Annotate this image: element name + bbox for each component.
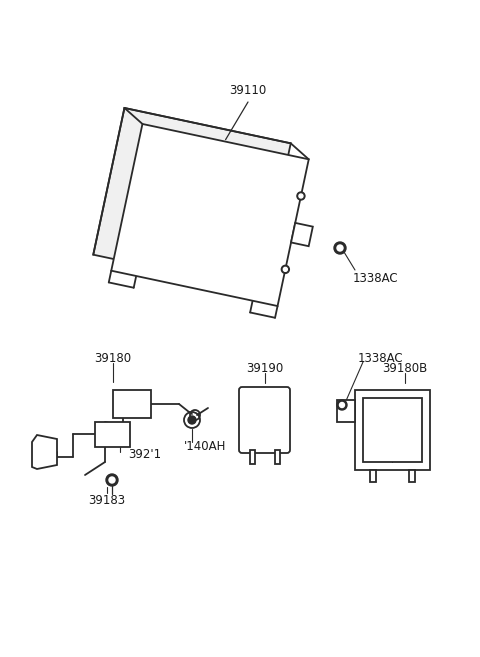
Text: 39190: 39190 [246,361,284,374]
Bar [370,470,376,482]
Polygon shape [291,223,313,246]
Text: 1338AC: 1338AC [358,351,404,365]
Text: '140AH: '140AH [184,440,226,453]
Circle shape [109,477,115,483]
Polygon shape [111,124,309,306]
Polygon shape [93,108,291,290]
Circle shape [297,192,305,200]
Text: 39110: 39110 [229,83,266,97]
Circle shape [283,267,288,271]
FancyBboxPatch shape [337,400,355,422]
Circle shape [299,194,303,198]
Circle shape [337,400,347,410]
Polygon shape [32,435,57,469]
Circle shape [188,416,196,424]
Circle shape [106,474,118,486]
Circle shape [337,245,343,251]
Text: 39183: 39183 [88,493,126,507]
Text: 1338AC: 1338AC [352,271,398,284]
FancyBboxPatch shape [239,387,290,453]
Bar [409,470,415,482]
Circle shape [281,265,289,273]
Text: 392'1: 392'1 [129,449,162,461]
Text: 39180: 39180 [95,351,132,365]
FancyBboxPatch shape [363,398,422,462]
FancyBboxPatch shape [113,390,151,418]
Bar [250,450,255,464]
Circle shape [339,403,345,407]
Circle shape [334,242,346,254]
Bar [275,450,280,464]
FancyBboxPatch shape [95,422,130,447]
Text: 39180B: 39180B [383,361,428,374]
FancyBboxPatch shape [355,390,430,470]
